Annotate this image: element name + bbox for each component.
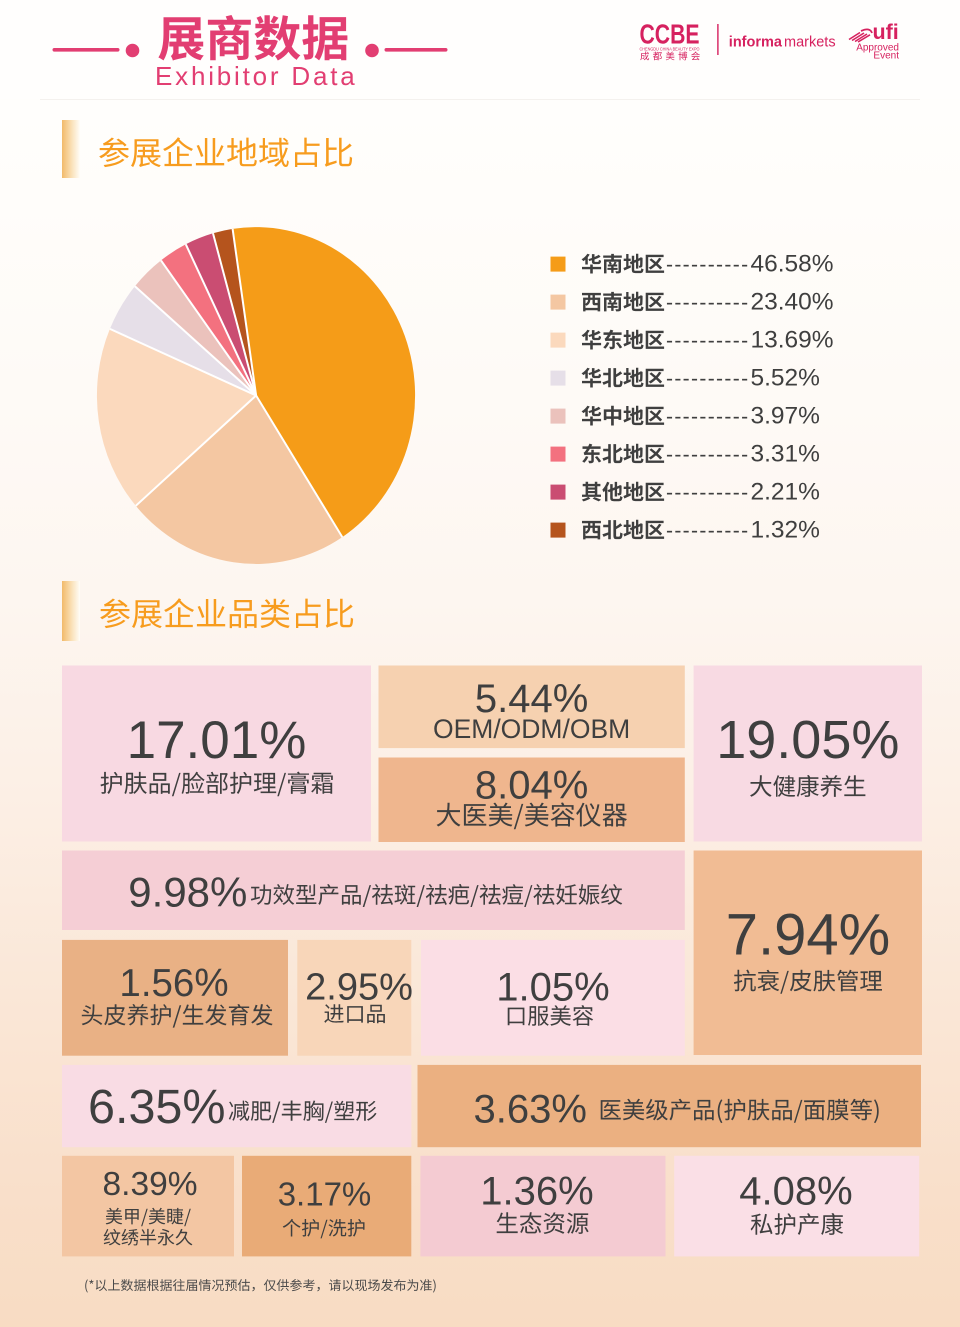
svg-text:CCBE: CCBE [640,19,700,50]
svg-text:8.04%: 8.04% [475,764,588,808]
svg-text:Event: Event [873,51,899,62]
svg-text:----------: ---------- [666,406,749,429]
svg-text:ufi: ufi [873,20,899,44]
svg-text:----------: ---------- [666,444,749,467]
svg-text:19.05%: 19.05% [716,710,899,770]
svg-text:13.69%: 13.69% [751,327,834,354]
svg-text:8.39%: 8.39% [103,1166,198,1203]
svg-text:CHENGDU CHINA BEAUTY EXPO: CHENGDU CHINA BEAUTY EXPO [640,47,701,52]
svg-text:----------: ---------- [666,520,749,543]
svg-text:5.52%: 5.52% [751,365,820,392]
svg-text:2.21%: 2.21% [751,479,820,506]
svg-text:7.94%: 7.94% [726,903,890,968]
svg-text:markets: markets [784,34,836,50]
svg-text:Approved: Approved [856,43,899,54]
svg-text:3.17%: 3.17% [278,1176,372,1213]
svg-text:3.31%: 3.31% [751,441,820,468]
svg-text:6.35%: 6.35% [88,1080,226,1134]
svg-text:1.56%: 1.56% [119,962,228,1005]
svg-text:OEM/ODM/OBM: OEM/ODM/OBM [433,714,630,744]
svg-text:9.98%: 9.98% [128,869,247,916]
svg-text:1.36%: 1.36% [480,1170,593,1214]
svg-text:3.63%: 3.63% [474,1088,587,1132]
svg-text:1.32%: 1.32% [751,517,820,544]
svg-text:2.95%: 2.95% [305,967,413,1009]
svg-text:46.58%: 46.58% [751,251,834,278]
svg-text:Exhibitor Data: Exhibitor Data [155,61,358,91]
svg-text:1.05%: 1.05% [496,965,609,1009]
svg-text:17.01%: 17.01% [127,711,307,770]
svg-text:----------: ---------- [666,368,749,391]
svg-text:----------: ---------- [666,254,749,277]
svg-text:----------: ---------- [666,482,749,505]
svg-text:----------: ---------- [666,292,749,315]
svg-text:4.08%: 4.08% [739,1170,852,1214]
svg-text:5.44%: 5.44% [475,677,588,721]
svg-text:informa: informa [729,34,783,50]
svg-text:----------: ---------- [666,330,749,353]
svg-text:3.97%: 3.97% [751,403,820,430]
svg-text:23.40%: 23.40% [751,289,834,316]
